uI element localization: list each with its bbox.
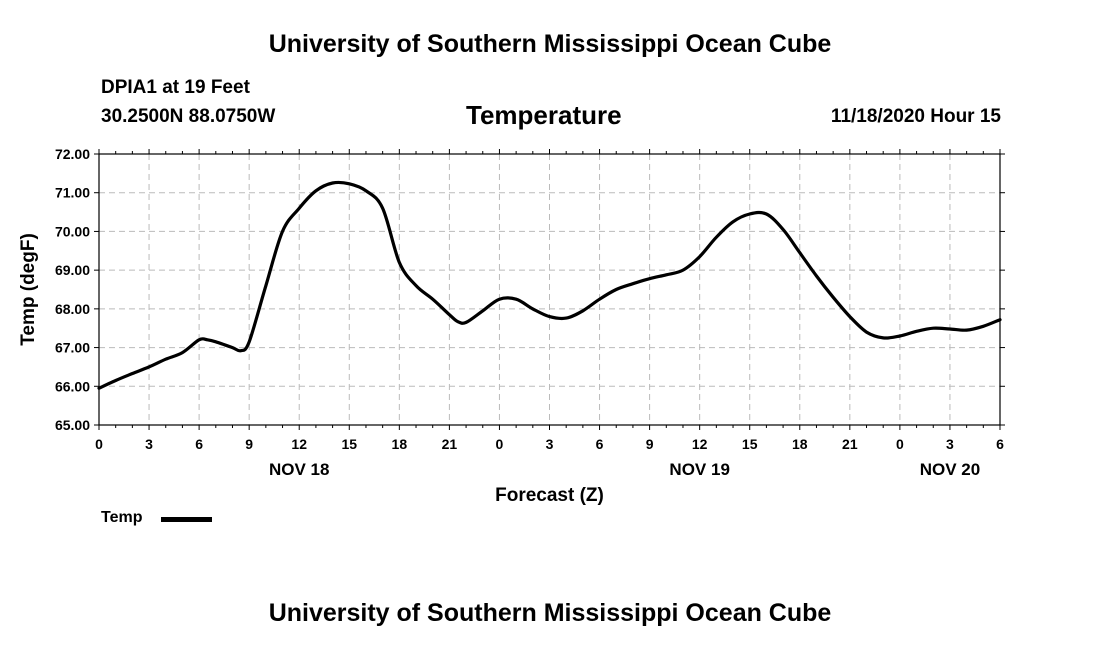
x-tick-label: 12: [692, 436, 708, 452]
x-tick-label: 21: [442, 436, 458, 452]
x-tick-label: 3: [546, 436, 554, 452]
y-tick-label: 68.00: [55, 301, 90, 317]
x-tick-label: 3: [145, 436, 153, 452]
x-tick-label: 9: [245, 436, 253, 452]
day-label: NOV 19: [669, 460, 729, 479]
x-tick-label: 0: [896, 436, 904, 452]
footer-title: University of Southern Mississippi Ocean…: [268, 599, 832, 627]
y-tick-label: 67.00: [55, 340, 90, 356]
y-tick-label: 69.00: [55, 262, 90, 278]
x-axis-title: Forecast (Z): [495, 485, 604, 506]
x-tick-label: 18: [392, 436, 408, 452]
series-line-temp: [97, 180, 1002, 390]
y-axis-title: Temp (degF): [18, 233, 39, 346]
x-tick-label: 3: [946, 436, 954, 452]
chart-title: Temperature: [466, 100, 622, 130]
plot-frame: [98, 153, 1001, 426]
x-tick-label: 15: [742, 436, 758, 452]
station-label: DPIA1 at 19 Feet: [101, 77, 250, 98]
x-tick-label: 6: [195, 436, 203, 452]
legend-label-temp: Temp: [101, 509, 143, 526]
x-tick-label: 9: [646, 436, 654, 452]
x-tick-label: 0: [95, 436, 103, 452]
x-tick-label: 15: [341, 436, 357, 452]
y-tick-label: 72.00: [55, 146, 90, 162]
day-label: NOV 20: [920, 460, 980, 479]
y-tick-label: 66.00: [55, 378, 90, 394]
x-tick-label: 6: [596, 436, 604, 452]
x-tick-label: 21: [842, 436, 858, 452]
day-label: NOV 18: [269, 460, 329, 479]
forecast-datetime: 11/18/2020 Hour 15: [830, 106, 1001, 127]
x-tick-label: 12: [291, 436, 307, 452]
coordinates-label: 30.2500N 88.0750W: [101, 106, 276, 127]
page-title: University of Southern Mississippi Ocean…: [268, 30, 832, 58]
y-tick-label: 70.00: [55, 223, 90, 239]
x-tick-label: 0: [496, 436, 504, 452]
legend-swatch-temp: [161, 517, 212, 522]
x-tick-label: 18: [792, 436, 808, 452]
x-tick-label: 6: [996, 436, 1004, 452]
y-tick-label: 65.00: [55, 417, 90, 433]
y-tick-label: 71.00: [55, 185, 90, 201]
